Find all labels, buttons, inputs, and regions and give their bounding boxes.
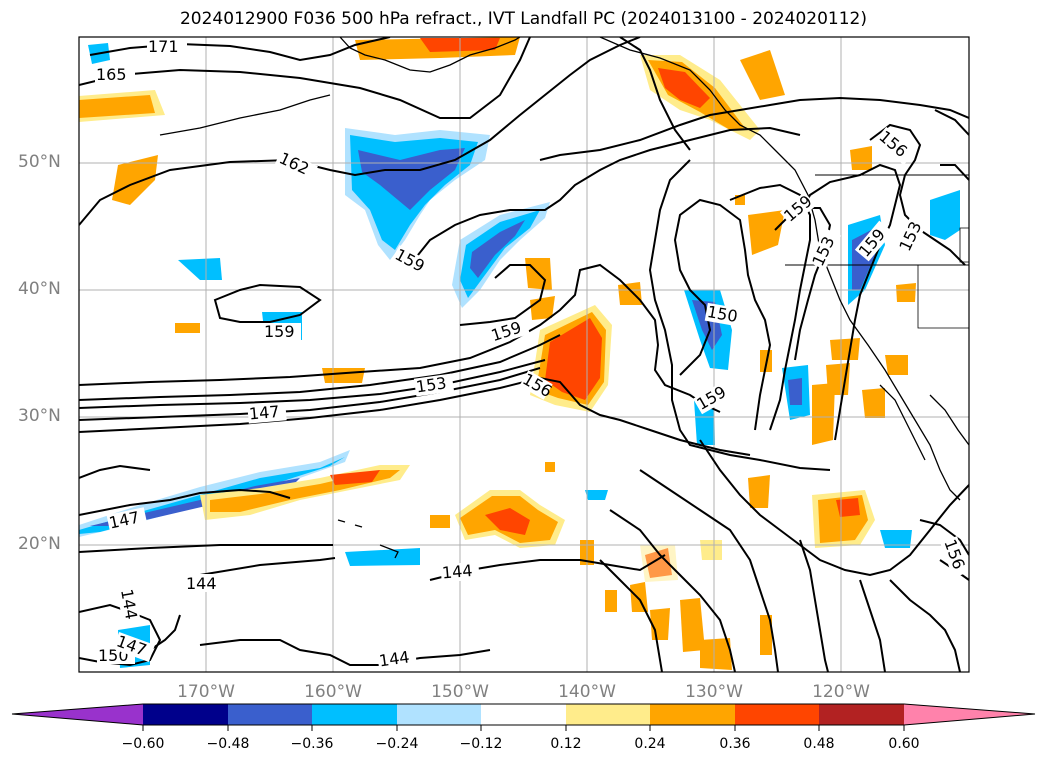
contour-label: 144 bbox=[186, 574, 217, 593]
map-frame bbox=[78, 36, 970, 673]
colorbar-extend-low bbox=[12, 704, 143, 725]
colorbar bbox=[11, 703, 1036, 731]
contour-label: 171 bbox=[148, 37, 179, 56]
map-title: 2024012900 F036 500 hPa refract., IVT La… bbox=[179, 9, 867, 29]
contour-label: 165 bbox=[96, 65, 127, 84]
lat-tick-label: 50°N bbox=[18, 152, 61, 172]
colorbar-segment bbox=[735, 704, 819, 725]
colorbar-tick-label: −0.12 bbox=[459, 736, 503, 752]
lon-tick-label: 120°W bbox=[812, 682, 870, 702]
colorbar-tick-label: 0.60 bbox=[888, 736, 920, 752]
colorbar-segment bbox=[397, 704, 481, 725]
colorbar-tick-label: 0.48 bbox=[803, 736, 835, 752]
lon-tick-label: 140°W bbox=[558, 682, 616, 702]
colorbar-tick-label: 0.36 bbox=[719, 736, 751, 752]
lon-tick-label: 130°W bbox=[685, 682, 743, 702]
contour-label: 144 bbox=[441, 561, 473, 583]
colorbar-tick-label: −0.60 bbox=[121, 736, 165, 752]
height-contours bbox=[79, 37, 969, 672]
colorbar-segment bbox=[228, 704, 312, 725]
colorbar-tick-label: 0.24 bbox=[634, 736, 666, 752]
colorbar-ticks bbox=[142, 725, 905, 731]
lat-tick-label: 40°N bbox=[18, 279, 61, 299]
contour-label: 159 bbox=[264, 322, 295, 341]
colorbar-tick-label: −0.24 bbox=[375, 736, 419, 752]
colorbar-tick-label: 0.12 bbox=[550, 736, 582, 752]
positive-anomaly-shading bbox=[79, 37, 916, 670]
contour-label: 144 bbox=[378, 647, 411, 670]
colorbar-segment bbox=[312, 704, 397, 725]
map-panel bbox=[79, 37, 969, 672]
colorbar-segment bbox=[566, 704, 650, 725]
lon-tick-label: 150°W bbox=[431, 682, 489, 702]
lat-tick-label: 30°N bbox=[18, 406, 61, 426]
colorbar-segment bbox=[819, 704, 904, 725]
colorbar-segment bbox=[143, 704, 228, 725]
lon-tick-label: 160°W bbox=[304, 682, 362, 702]
colorbar-segment bbox=[481, 704, 566, 725]
coastlines bbox=[159, 37, 969, 559]
colorbar-extend-high bbox=[904, 704, 1035, 725]
lon-tick-label: 170°W bbox=[177, 682, 235, 702]
colorbar-tick-label: −0.48 bbox=[206, 736, 250, 752]
colorbar-tick-label: −0.36 bbox=[290, 736, 334, 752]
contour-label: 153 bbox=[415, 373, 448, 396]
lat-tick-label: 20°N bbox=[18, 534, 61, 554]
colorbar-segment bbox=[650, 704, 735, 725]
contour-label: 147 bbox=[248, 402, 280, 424]
